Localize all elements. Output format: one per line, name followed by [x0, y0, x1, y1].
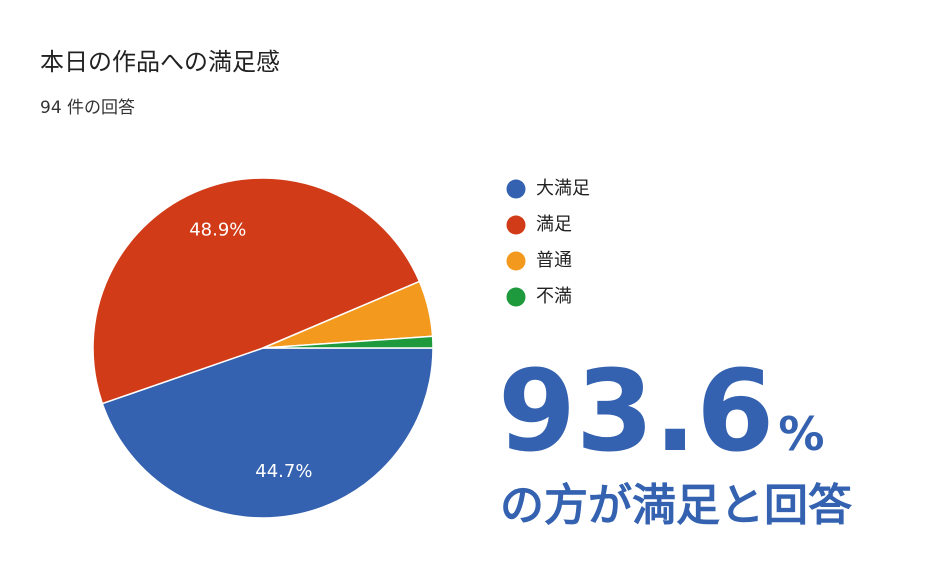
- big-unit: %: [778, 407, 824, 461]
- legend-label: 不満: [536, 286, 572, 307]
- chart-subtitle: 94 件の回答: [40, 98, 135, 118]
- legend-swatch: [506, 251, 526, 271]
- slice-label: 44.7%: [255, 461, 312, 482]
- legend-label: 普通: [536, 250, 572, 271]
- annotation-number: 93.6%: [498, 347, 824, 477]
- big-number: 93.6: [498, 347, 774, 477]
- legend-label: 大満足: [536, 178, 590, 199]
- pie-slice: [262, 335, 434, 349]
- pie: 44.7% 48.9%: [92, 177, 434, 519]
- legend-label: 満足: [536, 214, 572, 235]
- slice-label: 48.9%: [189, 220, 246, 241]
- pie-slice: [101, 347, 434, 519]
- legend-swatch: [506, 179, 526, 199]
- annotation-text: の方が満足と回答: [500, 480, 853, 531]
- legend-swatch: [506, 215, 526, 235]
- pie-slice: [92, 177, 421, 405]
- chart-title: 本日の作品への満足感: [40, 48, 280, 76]
- legend-swatch: [506, 287, 526, 307]
